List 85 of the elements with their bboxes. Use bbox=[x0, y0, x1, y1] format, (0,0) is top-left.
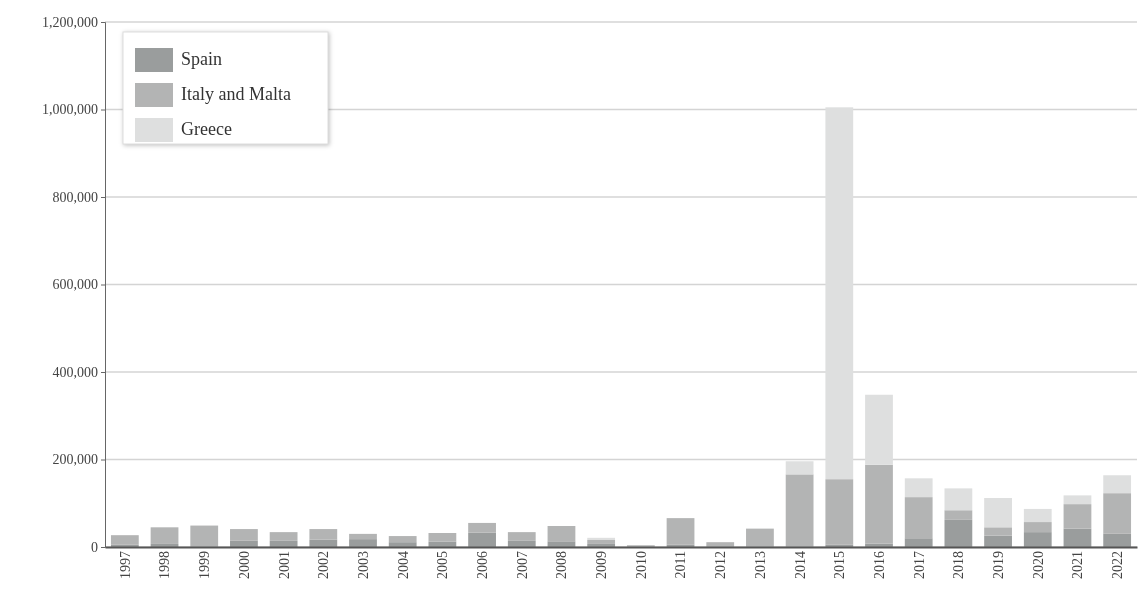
x-tick-label: 2006 bbox=[474, 551, 490, 579]
x-tick-label: 2019 bbox=[990, 551, 1006, 579]
bar bbox=[309, 529, 338, 540]
bar bbox=[388, 536, 417, 543]
bar bbox=[468, 532, 496, 547]
bar bbox=[746, 528, 774, 547]
x-tick-label: 2000 bbox=[236, 551, 252, 579]
x-tick-label: 1998 bbox=[157, 551, 173, 579]
bar bbox=[666, 518, 695, 545]
x-tick-label: 2004 bbox=[395, 551, 411, 579]
bar bbox=[150, 527, 179, 544]
x-tick-label: 2013 bbox=[752, 551, 768, 579]
legend-label: Greece bbox=[181, 119, 232, 139]
bar bbox=[1103, 475, 1132, 494]
bar bbox=[825, 544, 854, 547]
y-tick-label: 600,000 bbox=[52, 277, 98, 293]
bar bbox=[785, 474, 814, 547]
bar bbox=[904, 478, 933, 498]
bar bbox=[1063, 504, 1092, 529]
bar bbox=[507, 540, 536, 547]
bar bbox=[110, 535, 139, 545]
bar bbox=[309, 539, 338, 547]
bar bbox=[984, 498, 1012, 528]
y-tick-label: 800,000 bbox=[52, 189, 98, 205]
x-tick-label: 2020 bbox=[1030, 551, 1046, 579]
x-tick-label: 1997 bbox=[117, 551, 133, 579]
x-tick-label: 2003 bbox=[355, 551, 371, 579]
bar bbox=[1103, 493, 1132, 534]
y-tick-label: 200,000 bbox=[52, 452, 98, 468]
bar bbox=[904, 538, 933, 547]
bar bbox=[1063, 495, 1092, 505]
x-tick-label: 2016 bbox=[871, 551, 887, 579]
x-tick-label: 2018 bbox=[951, 551, 967, 579]
bar bbox=[984, 535, 1012, 547]
bar bbox=[269, 532, 298, 541]
bar bbox=[349, 539, 377, 547]
x-tick-label: 2022 bbox=[1110, 551, 1126, 579]
bar bbox=[547, 526, 576, 542]
y-tick-label: 400,000 bbox=[52, 364, 98, 380]
x-tick-label: 1999 bbox=[197, 551, 213, 579]
bar bbox=[190, 525, 219, 547]
x-tick-label: 2008 bbox=[554, 551, 570, 579]
bar bbox=[825, 479, 854, 545]
legend-label: Italy and Malta bbox=[181, 84, 291, 104]
x-tick-label: 2007 bbox=[514, 551, 530, 579]
bar bbox=[944, 519, 973, 547]
bar bbox=[1103, 533, 1132, 547]
x-tick-label: 2015 bbox=[832, 551, 848, 579]
x-tick-label: 2009 bbox=[594, 551, 610, 579]
bar bbox=[110, 544, 139, 547]
x-tick-label: 2017 bbox=[911, 551, 927, 579]
y-tick-label: 1,000,000 bbox=[42, 102, 98, 118]
legend-label: Spain bbox=[181, 49, 223, 69]
x-tick-label: 2010 bbox=[633, 551, 649, 579]
bar bbox=[984, 527, 1012, 536]
bar bbox=[349, 533, 377, 540]
x-tick-label: 2001 bbox=[276, 551, 292, 579]
x-tick-label: 2011 bbox=[673, 551, 689, 579]
bar bbox=[944, 510, 973, 520]
bar bbox=[1023, 508, 1052, 523]
bar bbox=[269, 540, 298, 547]
y-tick-label: 1,200,000 bbox=[42, 14, 98, 30]
bar bbox=[428, 541, 457, 547]
bar bbox=[507, 532, 536, 541]
y-tick-label: 0 bbox=[91, 539, 98, 555]
x-tick-label: 2002 bbox=[316, 551, 332, 579]
bar bbox=[468, 522, 496, 533]
bar bbox=[428, 533, 457, 542]
x-tick-label: 2021 bbox=[1070, 551, 1086, 579]
bar bbox=[904, 497, 933, 539]
bar bbox=[865, 464, 893, 544]
bar bbox=[1023, 522, 1052, 533]
bar bbox=[587, 537, 616, 540]
bar bbox=[547, 541, 576, 547]
bar bbox=[1023, 532, 1052, 547]
bar bbox=[230, 540, 258, 547]
bar bbox=[706, 542, 735, 547]
x-tick-label: 2012 bbox=[713, 551, 729, 579]
x-tick-label: 2005 bbox=[435, 551, 451, 579]
x-tick-label: 2014 bbox=[792, 551, 808, 579]
bar bbox=[230, 529, 258, 541]
bar bbox=[388, 542, 417, 547]
bar bbox=[944, 488, 973, 511]
bar bbox=[1063, 528, 1092, 547]
bar bbox=[150, 543, 179, 547]
